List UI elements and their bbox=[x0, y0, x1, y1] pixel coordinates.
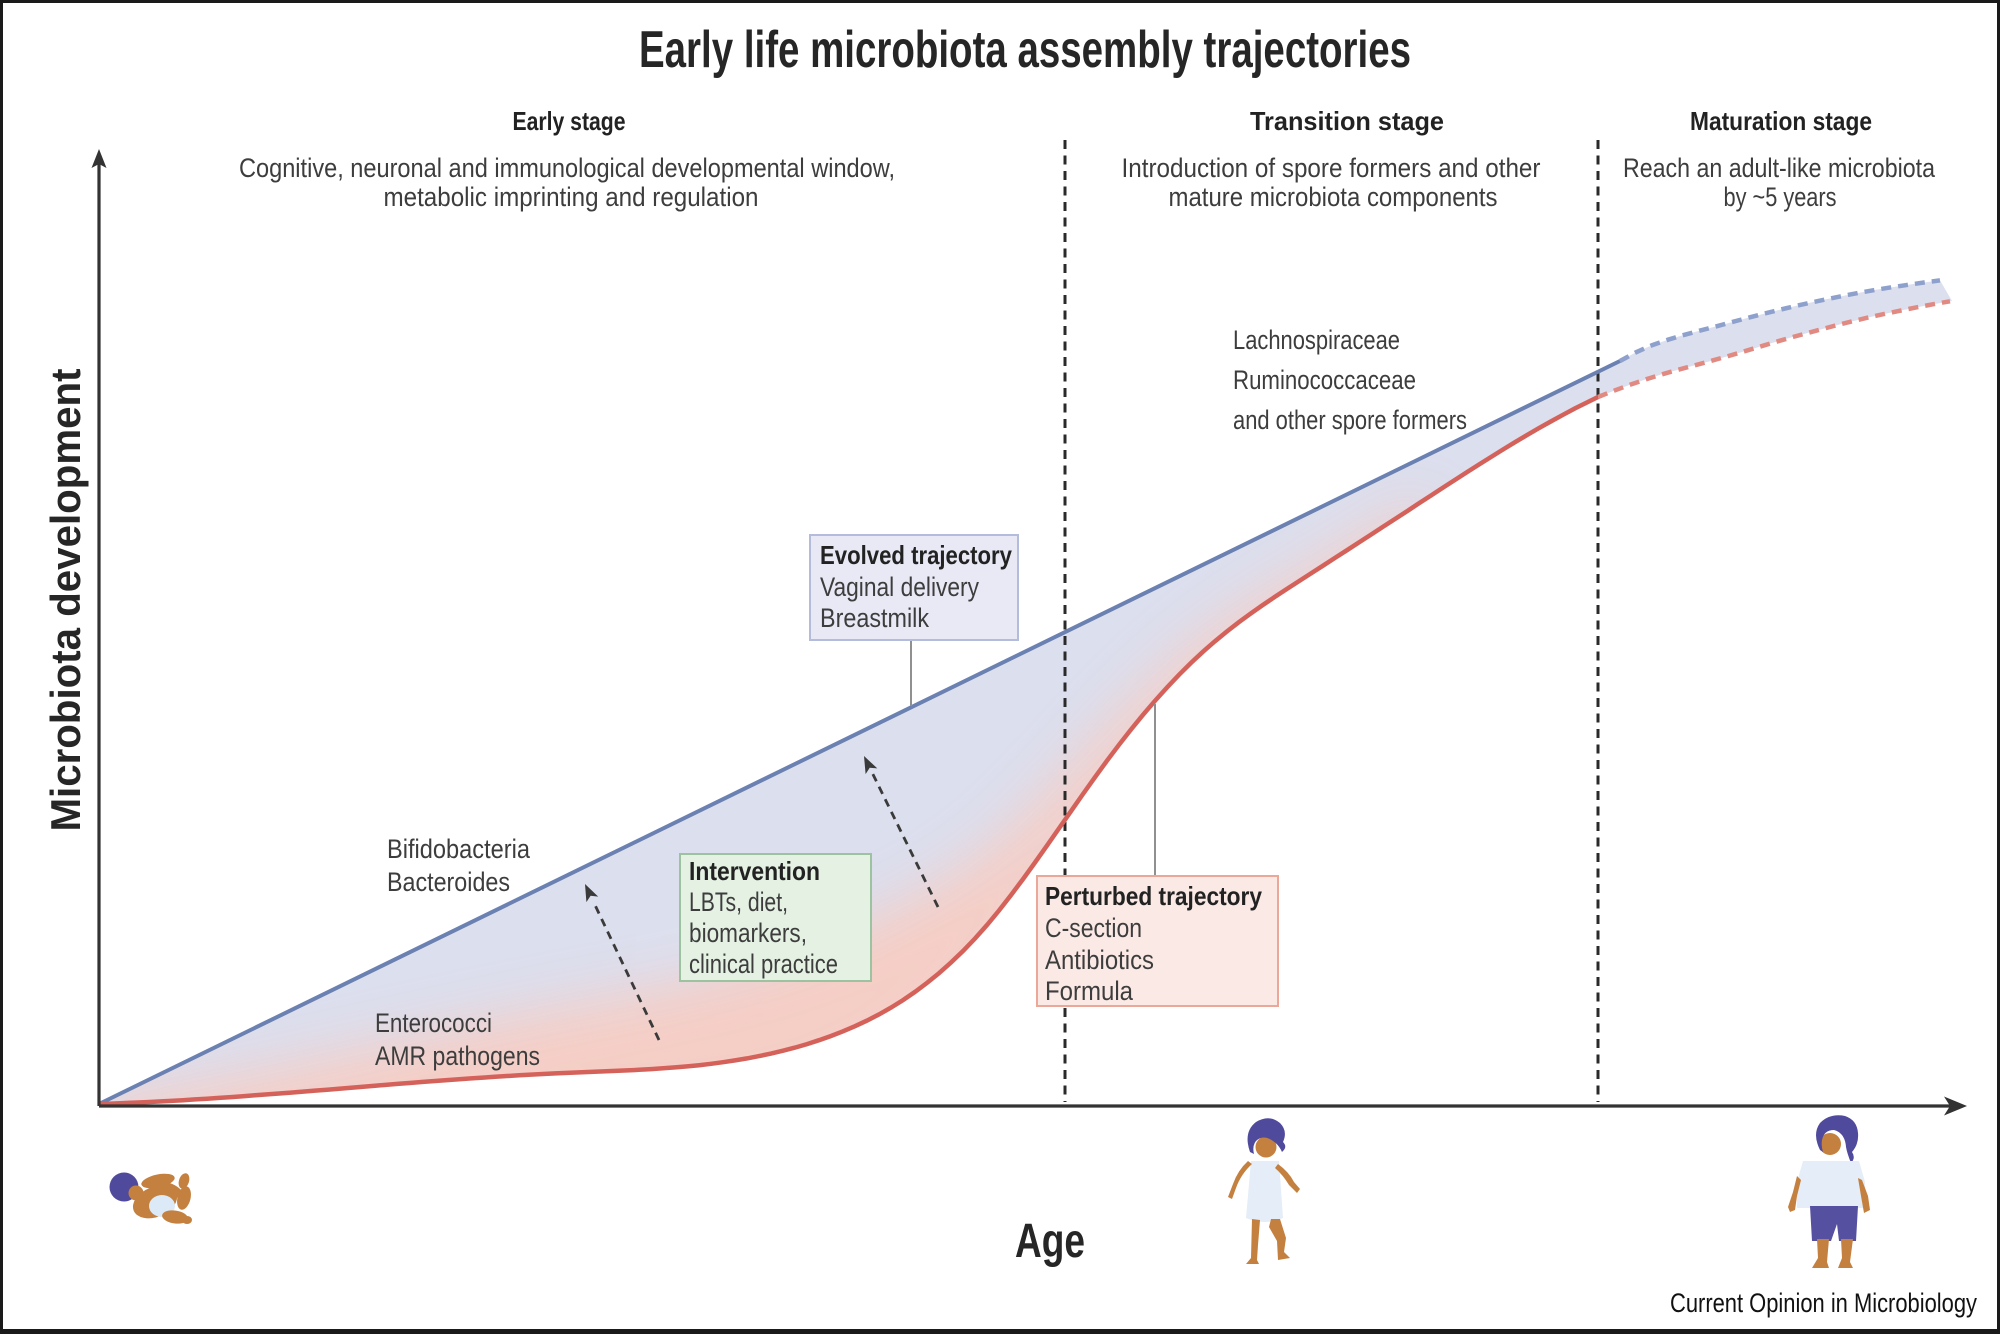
svg-text:metabolic imprinting and regul: metabolic imprinting and regulation bbox=[384, 182, 759, 212]
svg-text:LBTs, diet,: LBTs, diet, bbox=[689, 887, 788, 917]
svg-text:AMR pathogens: AMR pathogens bbox=[375, 1041, 540, 1071]
svg-text:C-section: C-section bbox=[1045, 913, 1142, 943]
svg-text:Reach an adult-like microbiota: Reach an adult-like microbiota bbox=[1623, 153, 1936, 183]
svg-text:Bacteroides: Bacteroides bbox=[387, 867, 510, 897]
svg-text:Intervention: Intervention bbox=[689, 856, 820, 886]
svg-text:Formula: Formula bbox=[1045, 976, 1134, 1006]
svg-text:Early stage: Early stage bbox=[513, 106, 626, 136]
svg-text:and other spore formers: and other spore formers bbox=[1233, 405, 1467, 435]
svg-text:Current Opinion in Microbiolog: Current Opinion in Microbiology bbox=[1670, 1288, 1977, 1318]
svg-text:biomarkers,: biomarkers, bbox=[689, 918, 807, 948]
svg-text:Antibiotics: Antibiotics bbox=[1045, 945, 1154, 975]
svg-text:Maturation stage: Maturation stage bbox=[1690, 106, 1872, 136]
svg-text:Bifidobacteria: Bifidobacteria bbox=[387, 834, 531, 864]
svg-text:clinical practice: clinical practice bbox=[689, 949, 838, 979]
svg-text:Early life microbiota assembly: Early life microbiota assembly trajector… bbox=[639, 21, 1411, 79]
svg-text:Age: Age bbox=[1015, 1215, 1085, 1268]
svg-text:Breastmilk: Breastmilk bbox=[820, 603, 929, 633]
svg-text:mature microbiota components: mature microbiota components bbox=[1169, 182, 1498, 212]
svg-text:Vaginal delivery: Vaginal delivery bbox=[820, 572, 979, 602]
svg-text:Microbiota development: Microbiota development bbox=[42, 368, 89, 831]
svg-text:by ~5 years: by ~5 years bbox=[1724, 182, 1837, 212]
svg-text:Ruminococcaceae: Ruminococcaceae bbox=[1233, 365, 1416, 395]
svg-text:Enterococci: Enterococci bbox=[375, 1008, 492, 1038]
svg-text:Cognitive, neuronal and immuno: Cognitive, neuronal and immunological de… bbox=[239, 153, 895, 183]
svg-text:Perturbed trajectory: Perturbed trajectory bbox=[1045, 881, 1262, 911]
svg-text:Lachnospiraceae: Lachnospiraceae bbox=[1233, 325, 1400, 355]
svg-text:Introduction of spore formers: Introduction of spore formers and other bbox=[1122, 153, 1541, 183]
svg-text:Transition stage: Transition stage bbox=[1250, 106, 1444, 136]
svg-text:Evolved trajectory: Evolved trajectory bbox=[820, 540, 1012, 570]
